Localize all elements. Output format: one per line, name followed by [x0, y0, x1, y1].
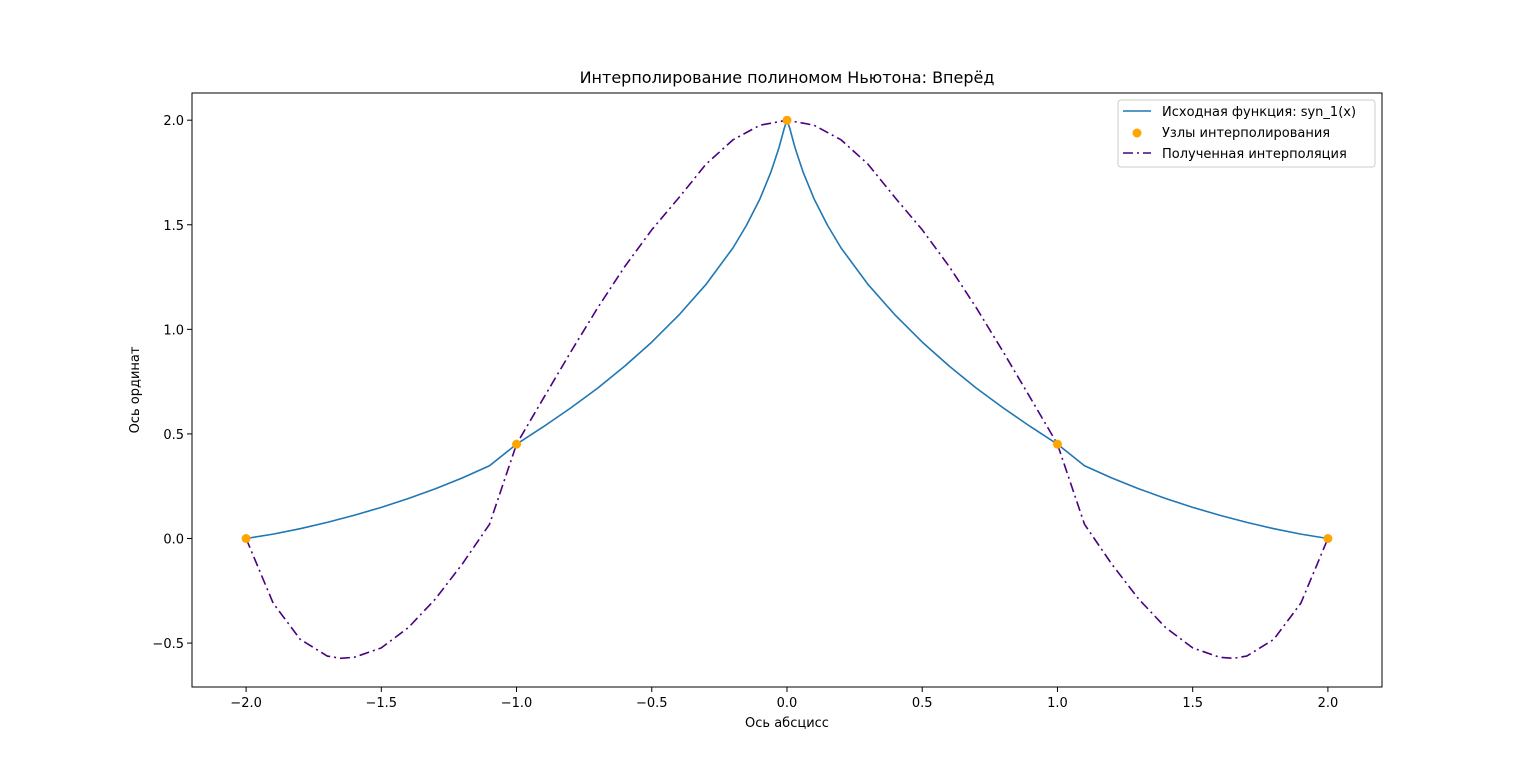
y-tick-label: 1.5: [163, 219, 184, 234]
x-tick-label: 2.0: [1318, 696, 1339, 711]
interpolation-node-point: [241, 534, 251, 543]
x-tick-label: −0.5: [636, 696, 668, 711]
interpolation-node-point: [782, 115, 792, 125]
interpolation-node-point: [512, 439, 522, 449]
legend-label: Узлы интерполирования: [1162, 126, 1330, 141]
x-tick-label: 0.0: [777, 696, 798, 711]
y-tick-label: 0.5: [163, 428, 184, 443]
y-tick-label: 0.0: [163, 533, 184, 548]
legend-box: [1117, 99, 1376, 168]
y-axis-title: Ось ординат: [128, 346, 143, 433]
plot-area: [241, 115, 1333, 660]
x-tick-label: 1.5: [1182, 696, 1203, 711]
y-tick-label: 1.0: [163, 323, 184, 338]
x-tick-label: −1.0: [501, 696, 533, 711]
x-tick-label: −2.0: [230, 696, 262, 711]
y-tick-label: 2.0: [163, 114, 184, 129]
x-tick-label: −1.5: [366, 696, 398, 711]
x-axis-title: Ось абсцисс: [745, 716, 829, 731]
chart-title: Интерполирование полиномом Ньютона: Впер…: [580, 68, 995, 87]
y-tick-label: −0.5: [152, 637, 184, 652]
legend-label: Полученная интерполяция: [1162, 147, 1347, 162]
legend-marker-nodes: [1132, 128, 1142, 138]
interpolation-node-point: [1052, 439, 1062, 449]
interpolation-node-point: [1323, 534, 1333, 543]
legend-label: Исходная функция: syn_1(x): [1162, 105, 1356, 120]
axis-ticks: −2.0 −1.5 −1.0 −0.5 0.0 0.5 1.0 1.5 2.0 −0.5 0.0 0.…: [152, 114, 1338, 711]
x-tick-label: 0.5: [912, 696, 933, 711]
legend: Исходная функция: syn_1(x) Узлы интерполи…: [1117, 99, 1376, 168]
x-tick-label: 1.0: [1047, 696, 1068, 711]
